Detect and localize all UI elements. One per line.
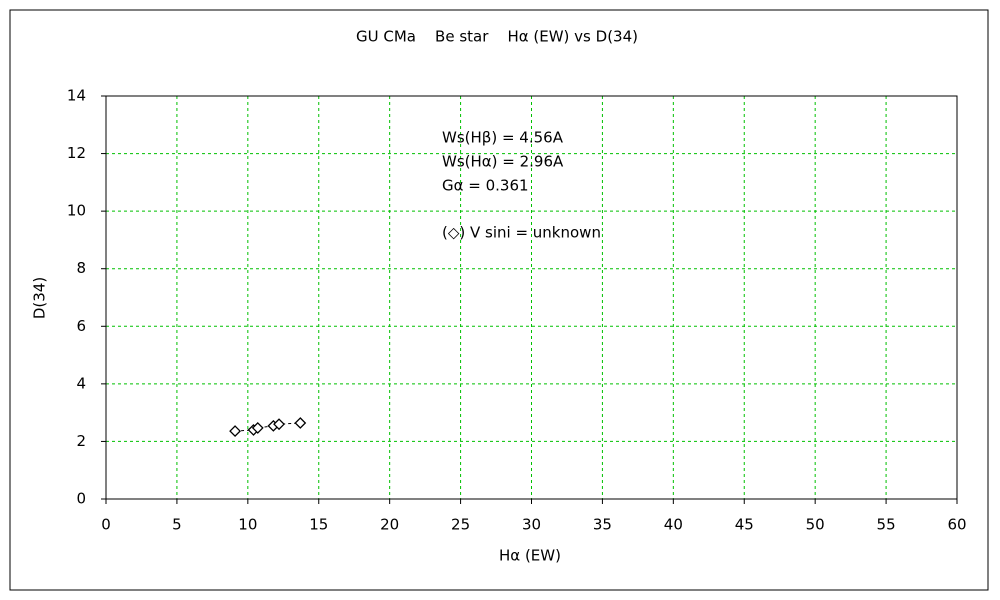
x-tick-label: 50 <box>806 516 825 534</box>
x-tick-label: 25 <box>451 516 470 534</box>
annotation: (◇) V sini = unknown <box>442 224 601 242</box>
x-tick-label: 60 <box>947 516 966 534</box>
chart-frame <box>9 9 989 591</box>
y-tick-label: 8 <box>76 259 86 277</box>
annotation: Ws(Hβ) = 4.56A <box>442 129 564 147</box>
x-tick-label: 35 <box>593 516 612 534</box>
x-tick-label: 20 <box>380 516 399 534</box>
annotation: Gα = 0.361 <box>442 177 529 195</box>
data-point <box>294 417 307 429</box>
y-tick-label: 10 <box>67 202 86 220</box>
x-tick-label: 55 <box>877 516 896 534</box>
annotation: Ws(Hα) = 2.96A <box>442 153 564 171</box>
plot-area <box>105 95 958 500</box>
y-axis-label: D(34) <box>31 277 49 319</box>
y-tick-label: 0 <box>76 490 86 508</box>
x-axis-label: Hα (EW) <box>499 547 561 565</box>
x-tick-label: 10 <box>238 516 257 534</box>
x-tick-label: 5 <box>172 516 182 534</box>
y-tick-label: 12 <box>67 144 86 162</box>
y-tick-label: 4 <box>76 374 86 392</box>
x-tick-label: 0 <box>101 516 111 534</box>
data-point <box>251 421 264 434</box>
y-tick-label: 6 <box>76 317 86 335</box>
data-point <box>229 425 241 437</box>
data-point <box>273 418 285 431</box>
x-tick-label: 30 <box>522 516 541 534</box>
chart-title: GU CMa Be star Hα (EW) vs D(34) <box>356 28 638 46</box>
x-tick-label: 40 <box>664 516 683 534</box>
y-tick-label: 2 <box>76 432 86 450</box>
y-tick-label: 14 <box>67 87 86 105</box>
x-tick-label: 45 <box>735 516 754 534</box>
x-tick-label: 15 <box>309 516 328 534</box>
